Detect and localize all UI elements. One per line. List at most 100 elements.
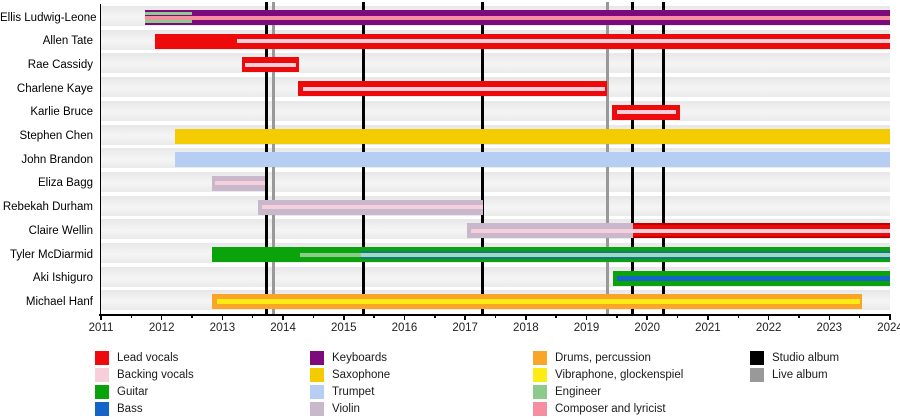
legend-label: Bass bbox=[117, 403, 143, 415]
year-label: 2012 bbox=[148, 322, 175, 334]
axis-tick-major bbox=[100, 314, 102, 320]
member-label: Rebekah Durham bbox=[2, 201, 93, 214]
legend-label: Vibraphone, glockenspiel bbox=[555, 369, 684, 381]
legend-label: Trumpet bbox=[332, 386, 375, 398]
legend-label: Studio album bbox=[772, 352, 840, 364]
year-label: 2020 bbox=[634, 322, 661, 334]
legend-swatch-live_album bbox=[750, 368, 764, 382]
role-stripe bbox=[303, 86, 605, 91]
axis-tick-major bbox=[221, 314, 224, 320]
legend-swatch-saxophone bbox=[310, 368, 324, 382]
axis-tick-major bbox=[707, 314, 709, 320]
legend-swatch-lead_vocals bbox=[95, 351, 109, 365]
axis-tick-major bbox=[889, 314, 891, 320]
axis-tick-minor bbox=[373, 314, 375, 318]
legend-swatch-violin bbox=[310, 402, 324, 416]
member-label: John Brandon bbox=[21, 153, 93, 166]
axis-tick-major bbox=[282, 314, 284, 320]
timeline-bar bbox=[175, 128, 890, 144]
year-label: 2011 bbox=[88, 322, 114, 334]
axis-tick-minor bbox=[616, 314, 618, 318]
year-label: 2021 bbox=[695, 322, 721, 334]
legend-label: Composer and lyricist bbox=[555, 403, 666, 415]
member-label: Allen Tate bbox=[42, 35, 93, 48]
axis-tick-minor bbox=[737, 314, 740, 318]
member-label: Eliza Bagg bbox=[38, 177, 93, 190]
timeline-row-band bbox=[101, 171, 890, 192]
axis-tick-major bbox=[160, 314, 163, 320]
role-stripe bbox=[470, 228, 890, 233]
axis-tick-minor bbox=[798, 314, 800, 318]
legend-swatch-guitar bbox=[95, 385, 109, 399]
role-stripe bbox=[144, 20, 193, 23]
timeline-row-band bbox=[101, 195, 890, 216]
member-label: Michael Hanf bbox=[25, 295, 93, 308]
legend-swatch-engineer bbox=[533, 385, 547, 399]
year-label: 2017 bbox=[452, 322, 478, 334]
legend-swatch-backing_vocals bbox=[95, 368, 109, 382]
legend-swatch-vibraphone bbox=[533, 368, 547, 382]
legend-label: Saxophone bbox=[332, 369, 391, 381]
year-label: 2014 bbox=[270, 322, 296, 334]
axis-tick-major bbox=[525, 314, 527, 320]
member-label: Claire Wellin bbox=[28, 224, 93, 237]
role-stripe bbox=[360, 252, 890, 257]
role-stripe bbox=[215, 181, 265, 186]
member-label: Rae Cassidy bbox=[27, 58, 93, 71]
year-label: 2019 bbox=[573, 322, 600, 334]
member-label: Stephen Chen bbox=[19, 130, 93, 142]
year-label: 2018 bbox=[513, 322, 539, 334]
role-stripe bbox=[245, 62, 297, 67]
axis-tick-minor bbox=[555, 314, 557, 318]
axis-tick-minor bbox=[676, 314, 679, 318]
legend-label: Drums, percussion bbox=[555, 352, 651, 364]
legend-label: Engineer bbox=[555, 386, 602, 398]
axis-tick-major bbox=[464, 314, 466, 320]
axis-tick-major bbox=[343, 314, 345, 320]
role-stripe bbox=[144, 12, 193, 15]
legend-swatch-studio_album bbox=[750, 351, 764, 365]
axis-tick-minor bbox=[312, 314, 315, 318]
legend-label: Live album bbox=[772, 369, 828, 381]
axis-tick-major bbox=[828, 314, 831, 320]
legend-swatch-trumpet bbox=[310, 385, 324, 399]
role-stripe bbox=[261, 205, 483, 210]
legend-label: Backing vocals bbox=[117, 369, 194, 381]
year-label: 2015 bbox=[330, 322, 357, 334]
member-label: Tyler McDiarmid bbox=[9, 248, 93, 261]
timeline-row-band bbox=[101, 100, 890, 121]
axis-tick-minor bbox=[251, 314, 254, 318]
axis-tick-minor bbox=[130, 314, 133, 318]
legend-swatch-composer_lyricist bbox=[533, 402, 547, 416]
axis-tick-major bbox=[403, 314, 406, 320]
member-label: Karlie Bruce bbox=[30, 106, 93, 119]
axis-tick-major bbox=[767, 314, 770, 320]
role-stripe bbox=[300, 252, 361, 257]
member-label: Ellis Ludwig-Leone bbox=[0, 11, 97, 24]
timeline-row-band bbox=[101, 53, 890, 74]
year-label: 2022 bbox=[755, 322, 782, 334]
legend-swatch-bass bbox=[95, 402, 109, 416]
x-axis-line bbox=[99, 314, 890, 316]
year-label: 2016 bbox=[391, 322, 418, 334]
role-stripe bbox=[616, 275, 890, 281]
role-stripe bbox=[144, 15, 890, 20]
role-stripe bbox=[236, 39, 890, 44]
axis-tick-minor bbox=[434, 314, 436, 318]
role-stripe bbox=[616, 110, 677, 115]
role-stripe bbox=[216, 299, 860, 305]
year-label: 2013 bbox=[209, 322, 236, 334]
legend-label: Violin bbox=[332, 403, 360, 415]
axis-tick-major bbox=[585, 314, 588, 320]
legend-swatch-drums bbox=[533, 351, 547, 365]
axis-tick-major bbox=[646, 314, 648, 320]
legend-label: Keyboards bbox=[332, 352, 387, 364]
year-label: 2024 bbox=[877, 322, 900, 334]
legend-label: Guitar bbox=[117, 386, 149, 398]
axis-tick-minor bbox=[494, 314, 497, 318]
timeline-bar bbox=[175, 152, 890, 168]
member-label: Charlene Kaye bbox=[16, 82, 93, 95]
axis-tick-minor bbox=[191, 314, 193, 318]
y-axis-line bbox=[99, 4, 101, 314]
